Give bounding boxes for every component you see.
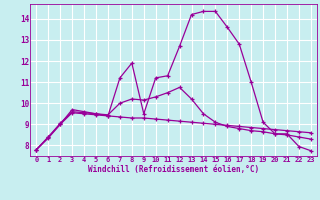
X-axis label: Windchill (Refroidissement éolien,°C): Windchill (Refroidissement éolien,°C) — [88, 165, 259, 174]
